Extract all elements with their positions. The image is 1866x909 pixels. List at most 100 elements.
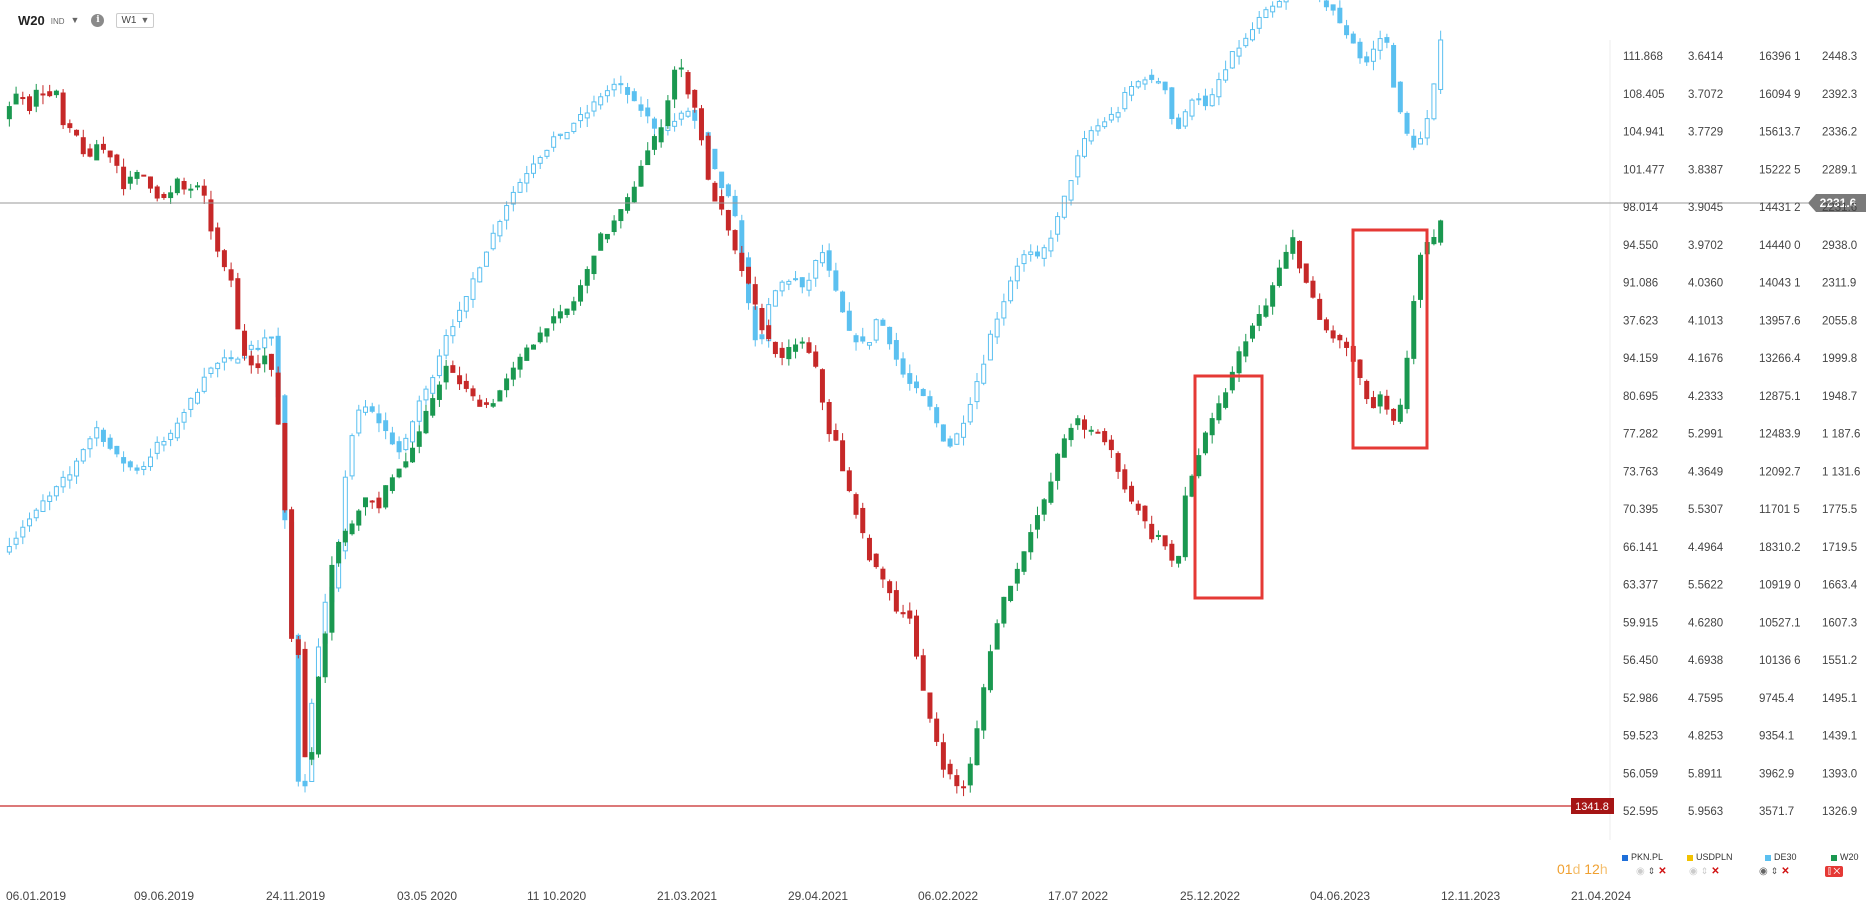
de30-candle bbox=[1102, 117, 1108, 129]
symbol-dropdown-icon[interactable]: ▼ bbox=[70, 15, 80, 25]
de30-candle bbox=[80, 448, 86, 464]
price-tick-label: 1775.5 bbox=[1822, 504, 1857, 516]
w20-candle bbox=[940, 733, 946, 778]
de30-candle bbox=[571, 122, 577, 134]
time-tick-label: 29.04.2021 bbox=[788, 889, 848, 903]
w20-candle bbox=[74, 129, 80, 137]
de30-candle bbox=[799, 277, 805, 294]
price-tick-label: 1719.5 bbox=[1822, 542, 1857, 554]
w20-candle bbox=[457, 366, 463, 391]
w20-candle bbox=[262, 347, 268, 373]
w20-candle bbox=[739, 245, 745, 277]
legend-usdpln[interactable]: USDPLN ◉ ⇕ ✕ bbox=[1687, 852, 1733, 877]
eye-icon[interactable]: ◉ bbox=[1759, 866, 1768, 877]
price-tick-label: 1551.2 bbox=[1822, 655, 1857, 667]
w20-candle bbox=[477, 394, 483, 407]
w20-candle bbox=[127, 170, 133, 190]
sort-arrows-icon[interactable]: ⇕ bbox=[1770, 866, 1779, 876]
w20-candle bbox=[100, 136, 106, 154]
w20-candle bbox=[961, 780, 967, 797]
legend-w20[interactable]: W20 ⫿ ✕ bbox=[1825, 852, 1859, 877]
symbol-name[interactable]: W20 bbox=[18, 12, 45, 28]
current-price-label: 2231.6 bbox=[1820, 196, 1857, 210]
de30-candle bbox=[94, 420, 100, 447]
w20-candle bbox=[1438, 219, 1444, 246]
price-tick-label: 4.6280 bbox=[1688, 617, 1723, 629]
w20-candle bbox=[114, 153, 120, 174]
de30-candle bbox=[1108, 107, 1114, 123]
de30-candle bbox=[161, 436, 167, 452]
w20-candle bbox=[631, 181, 637, 203]
w20-candle bbox=[772, 341, 778, 358]
legend-de30[interactable]: DE30 ◉ ⇕ ✕ bbox=[1759, 852, 1797, 877]
w20-candle bbox=[732, 229, 738, 255]
w20-candle bbox=[1364, 379, 1370, 404]
w20-candle bbox=[1330, 325, 1336, 343]
legend-pkn[interactable]: PKN.PL ◉ ⇕ ✕ bbox=[1622, 852, 1667, 877]
timeframe-select[interactable]: W1 ▼ bbox=[116, 12, 155, 28]
support-level-tag[interactable]: 1341.8 bbox=[1571, 798, 1614, 814]
w20-candle bbox=[524, 344, 530, 361]
price-tick-label: 1663.4 bbox=[1822, 580, 1858, 592]
de30-candle bbox=[1276, 0, 1282, 8]
de30-candle bbox=[1249, 22, 1255, 42]
de30-candle bbox=[268, 336, 274, 346]
eye-icon[interactable]: ◉ bbox=[1636, 866, 1645, 877]
w20-candle bbox=[6, 101, 12, 127]
price-tick-label: 4.1013 bbox=[1688, 315, 1723, 327]
eye-icon[interactable]: ◉ bbox=[1689, 866, 1698, 877]
sort-arrows-icon[interactable]: ⇕ bbox=[1700, 866, 1709, 876]
w20-candle bbox=[604, 233, 610, 244]
price-tick-label: 4.0360 bbox=[1688, 278, 1723, 290]
de30-candle bbox=[1223, 60, 1229, 83]
de30-candle bbox=[1397, 81, 1403, 115]
close-icon[interactable]: ✕ bbox=[1781, 866, 1790, 877]
w20-candle bbox=[1001, 596, 1007, 628]
w20-candle bbox=[121, 158, 127, 196]
w20-candle bbox=[1149, 515, 1155, 543]
w20-candle bbox=[1290, 229, 1296, 260]
de30-candle bbox=[1377, 30, 1383, 60]
sort-arrows-icon[interactable]: ⇕ bbox=[1647, 866, 1656, 876]
w20-candle bbox=[53, 89, 59, 98]
de30-candle bbox=[1135, 80, 1141, 89]
price-tick-label: 5.8911 bbox=[1688, 768, 1722, 780]
w20-candle bbox=[1008, 585, 1014, 603]
price-tick-label: 1 187.6 bbox=[1822, 429, 1860, 441]
time-tick-label: 06.02.2022 bbox=[918, 889, 978, 903]
de30-candle bbox=[1364, 51, 1370, 66]
price-tick-label: 3.9702 bbox=[1688, 240, 1723, 252]
w20-candle bbox=[423, 404, 429, 435]
w20-candle bbox=[188, 183, 194, 199]
price-tick-label: 52.986 bbox=[1623, 693, 1658, 705]
w20-candle bbox=[322, 631, 328, 684]
chevron-down-icon: ▼ bbox=[140, 15, 150, 25]
w20-candle bbox=[1263, 298, 1269, 319]
de30-candle bbox=[1424, 110, 1430, 146]
de30-candle bbox=[221, 349, 227, 371]
de30-candle bbox=[651, 116, 657, 136]
w20-candle bbox=[1048, 472, 1054, 505]
w20-candle bbox=[369, 499, 375, 509]
w20-candle bbox=[557, 304, 563, 324]
price-tick-label: 4.3649 bbox=[1688, 466, 1723, 478]
w20-candle bbox=[33, 83, 39, 113]
close-icon[interactable]: ✕ bbox=[1658, 866, 1667, 877]
w20-candle bbox=[1075, 415, 1081, 430]
de30-candle bbox=[13, 531, 19, 550]
de30-candle bbox=[1014, 257, 1020, 290]
de30-candle bbox=[786, 279, 792, 291]
de30-candle bbox=[27, 512, 33, 532]
price-tick-label: 16094 9 bbox=[1759, 89, 1801, 101]
close-icon[interactable]: ✕ bbox=[1711, 866, 1720, 877]
chart-toolbar: W20 IND ▼ i W1 ▼ bbox=[18, 10, 155, 30]
info-icon[interactable]: i bbox=[91, 13, 105, 27]
de30-candle bbox=[981, 354, 987, 386]
w20-candle bbox=[67, 119, 73, 133]
w20-candle bbox=[181, 177, 187, 195]
candle-toggle-button[interactable]: ⫿ ✕ bbox=[1825, 866, 1844, 877]
price-tick-label: 5.2991 bbox=[1688, 429, 1723, 441]
de30-candle bbox=[121, 451, 127, 472]
w20-candle bbox=[1108, 435, 1114, 458]
